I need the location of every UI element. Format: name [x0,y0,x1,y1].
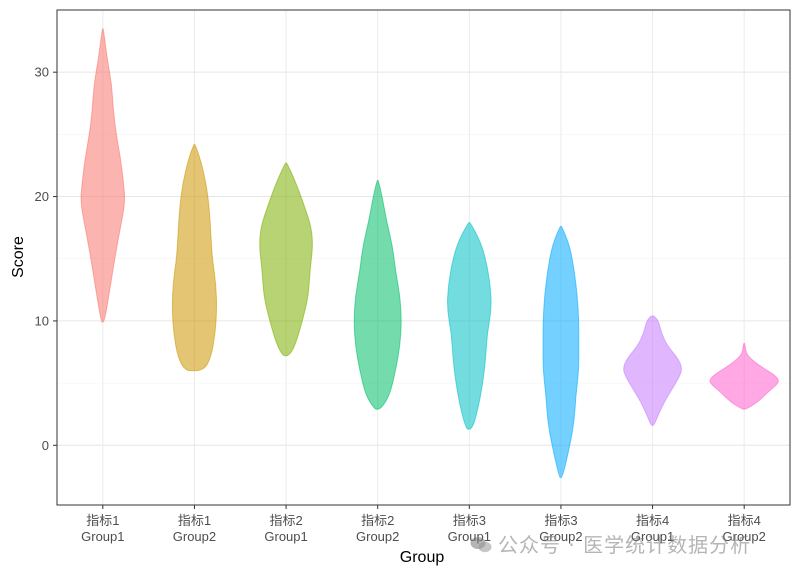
violin-7 [623,315,682,426]
x-axis-title: Group [400,549,445,566]
x-tick-label-line1: 指标3 [453,513,486,528]
watermark-text: 公众号 · 医学统计数据分析 [498,533,752,557]
x-tick-label-line1: 指标1 [178,513,211,528]
y-axis: 0 10 20 30 [35,65,57,453]
wechat-icon [470,537,492,553]
y-tick-label: 10 [35,313,49,328]
y-tick-label: 20 [35,189,49,204]
x-tick-label-line1: 指标1 [86,513,119,528]
x-tick-label-line1: 指标4 [728,513,761,528]
watermark: 公众号 · 医学统计数据分析 [470,529,751,558]
grid-lines [57,9,790,505]
x-axis: 指标1Group1指标1Group2指标2Group1指标2Group2指标3G… [81,505,766,544]
x-tick-label-line2: Group2 [723,529,766,544]
x-tick-label-line1: 指标4 [636,513,669,528]
x-tick-label-line1: 指标3 [544,513,577,528]
y-axis-title: Score [10,236,27,278]
x-tick-label-line1: 指标2 [269,513,302,528]
violin-8 [709,342,779,410]
x-tick-label-line2: Group2 [539,529,582,544]
x-tick-label-line2: Group2 [173,529,216,544]
x-tick-label-line2: Group1 [81,529,124,544]
x-tick-label-line1: 指标2 [361,513,394,528]
x-tick-label-line2: Group2 [356,529,399,544]
panel-border [56,9,791,506]
violin-1 [80,28,126,323]
y-tick-label: 0 [42,438,49,453]
x-tick-label-line2: Group1 [264,529,307,544]
violin-4 [353,179,402,410]
violin-5 [447,222,492,430]
y-tick-label: 30 [35,65,49,80]
violin-2 [171,143,217,372]
x-tick-label-line2: Group1 [631,529,674,544]
violin-6 [542,225,580,479]
violins [80,28,779,479]
violin-3 [259,162,313,357]
